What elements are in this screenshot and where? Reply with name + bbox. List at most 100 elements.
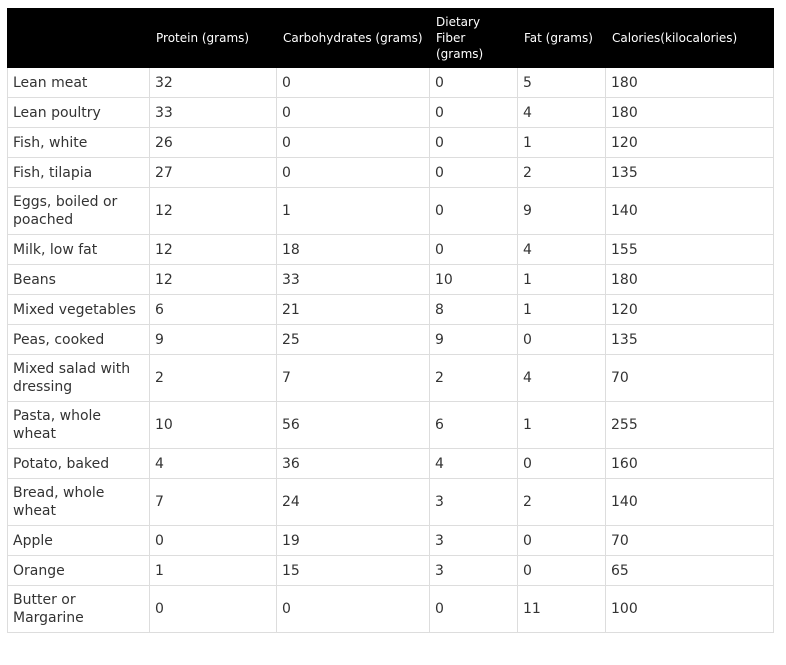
cell-value: 140 — [605, 187, 774, 235]
food-name: Lean poultry — [7, 97, 150, 128]
column-header: Fat (grams) — [517, 8, 606, 68]
food-name: Eggs, boiled or poached — [7, 187, 150, 235]
cell-value: 3 — [429, 525, 518, 556]
table-row: Lean poultry 33 0 0 4 180 — [7, 97, 774, 128]
cell-value: 26 — [149, 127, 277, 158]
table-header: Protein (grams) Carbohydrates (grams) Diet… — [7, 8, 774, 68]
cell-value: 21 — [276, 294, 430, 325]
table-row: Milk, low fat 12 18 0 4 155 — [7, 234, 774, 265]
table-row: Fish, tilapia 27 0 0 2 135 — [7, 157, 774, 188]
cell-value: 1 — [149, 555, 277, 586]
cell-value: 19 — [276, 525, 430, 556]
cell-value: 0 — [429, 127, 518, 158]
cell-value: 24 — [276, 478, 430, 526]
cell-value: 0 — [517, 324, 606, 355]
cell-value: 4 — [517, 234, 606, 265]
cell-value: 0 — [517, 555, 606, 586]
food-name: Potato, baked — [7, 448, 150, 479]
food-name: Fish, tilapia — [7, 157, 150, 188]
table-row: Eggs, boiled or poached 12 1 0 9 140 — [7, 187, 774, 235]
table-row: Beans 12 33 10 1 180 — [7, 264, 774, 295]
cell-value: 18 — [276, 234, 430, 265]
table-row: Orange 1 15 3 0 65 — [7, 555, 774, 586]
cell-value: 12 — [149, 264, 277, 295]
cell-value: 120 — [605, 127, 774, 158]
cell-value: 0 — [429, 97, 518, 128]
food-name: Fish, white — [7, 127, 150, 158]
cell-value: 0 — [276, 585, 430, 633]
cell-value: 56 — [276, 401, 430, 449]
cell-value: 120 — [605, 294, 774, 325]
cell-value: 7 — [149, 478, 277, 526]
cell-value: 15 — [276, 555, 430, 586]
cell-value: 10 — [149, 401, 277, 449]
cell-value: 0 — [276, 67, 430, 98]
cell-value: 100 — [605, 585, 774, 633]
cell-value: 0 — [517, 525, 606, 556]
cell-value: 25 — [276, 324, 430, 355]
food-name: Pasta, whole wheat — [7, 401, 150, 449]
cell-value: 4 — [517, 97, 606, 128]
cell-value: 6 — [149, 294, 277, 325]
cell-value: 11 — [517, 585, 606, 633]
cell-value: 0 — [429, 157, 518, 188]
cell-value: 70 — [605, 354, 774, 402]
cell-value: 5 — [517, 67, 606, 98]
column-header: Dietary Fiber (grams) — [429, 8, 518, 68]
cell-value: 36 — [276, 448, 430, 479]
cell-value: 1 — [517, 401, 606, 449]
cell-value: 10 — [429, 264, 518, 295]
header-row: Protein (grams) Carbohydrates (grams) Diet… — [7, 8, 774, 68]
cell-value: 180 — [605, 264, 774, 295]
table-row: Potato, baked 4 36 4 0 160 — [7, 448, 774, 479]
food-name: Mixed vegetables — [7, 294, 150, 325]
cell-value: 1 — [517, 127, 606, 158]
cell-value: 160 — [605, 448, 774, 479]
food-name: Peas, cooked — [7, 324, 150, 355]
cell-value: 8 — [429, 294, 518, 325]
cell-value: 9 — [517, 187, 606, 235]
cell-value: 0 — [429, 187, 518, 235]
food-name: Orange — [7, 555, 150, 586]
cell-value: 1 — [517, 264, 606, 295]
food-name: Beans — [7, 264, 150, 295]
table-row: Pasta, whole wheat 10 56 6 1 255 — [7, 401, 774, 449]
table-row: Fish, white 26 0 0 1 120 — [7, 127, 774, 158]
cell-value: 155 — [605, 234, 774, 265]
cell-value: 0 — [429, 67, 518, 98]
cell-value: 27 — [149, 157, 277, 188]
cell-value: 180 — [605, 67, 774, 98]
cell-value: 0 — [429, 585, 518, 633]
table-row: Lean meat 32 0 0 5 180 — [7, 67, 774, 98]
table-body: Lean meat 32 0 0 5 180 Lean poultry 33 0 0 4 180 Fis… — [7, 67, 774, 633]
food-name: Butter or Margarine — [7, 585, 150, 633]
table-row: Butter or Margarine 0 0 0 11 100 — [7, 585, 774, 633]
food-name: Lean meat — [7, 67, 150, 98]
cell-value: 0 — [276, 97, 430, 128]
column-header: Calories(kilocalories) — [605, 8, 774, 68]
table-row: Bread, whole wheat 7 24 3 2 140 — [7, 478, 774, 526]
cell-value: 0 — [149, 585, 277, 633]
cell-value: 0 — [276, 127, 430, 158]
cell-value: 7 — [276, 354, 430, 402]
header-corner — [7, 8, 150, 68]
cell-value: 2 — [517, 478, 606, 526]
food-name: Milk, low fat — [7, 234, 150, 265]
cell-value: 9 — [149, 324, 277, 355]
table-row: Mixed vegetables 6 21 8 1 120 — [7, 294, 774, 325]
cell-value: 0 — [276, 157, 430, 188]
cell-value: 12 — [149, 187, 277, 235]
cell-value: 135 — [605, 157, 774, 188]
food-name: Mixed salad with dressing — [7, 354, 150, 402]
column-header: Carbohydrates (grams) — [276, 8, 430, 68]
cell-value: 180 — [605, 97, 774, 128]
table-row: Mixed salad with dressing 2 7 2 4 70 — [7, 354, 774, 402]
cell-value: 0 — [429, 234, 518, 265]
table-row: Peas, cooked 9 25 9 0 135 — [7, 324, 774, 355]
nutrition-table: Protein (grams) Carbohydrates (grams) Diet… — [7, 8, 774, 633]
food-name: Apple — [7, 525, 150, 556]
table-row: Apple 0 19 3 0 70 — [7, 525, 774, 556]
cell-value: 65 — [605, 555, 774, 586]
cell-value: 3 — [429, 555, 518, 586]
